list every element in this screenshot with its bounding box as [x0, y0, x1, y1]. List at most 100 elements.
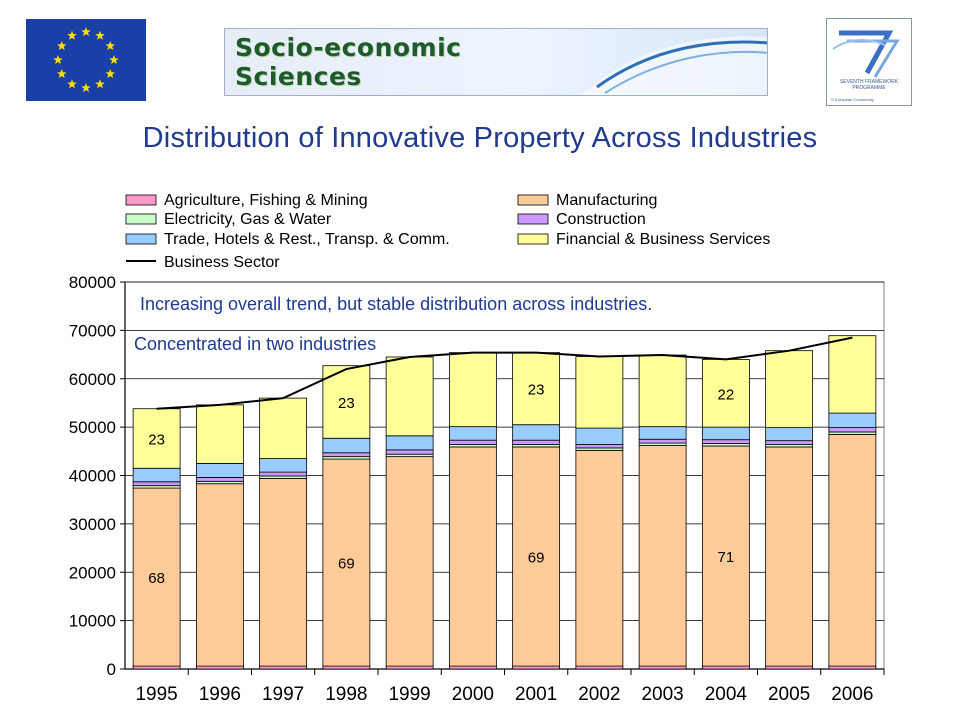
- eu-star-icon: [95, 79, 105, 89]
- bar-segment-financial: [828, 335, 877, 414]
- y-tick-label: 40000: [69, 467, 116, 486]
- bar-segment-trade: [132, 467, 181, 483]
- bar-segment-construction: [448, 439, 497, 445]
- x-tick-label: 2006: [831, 684, 873, 705]
- x-tick-label: 2001: [515, 684, 557, 705]
- legend-label-financial: Financial & Business Services: [556, 231, 770, 248]
- x-tick-label: 2002: [578, 684, 620, 705]
- y-tick-label: 80000: [69, 273, 116, 292]
- bar-segment-trade: [448, 426, 497, 441]
- bar-segment-agri: [701, 665, 750, 670]
- x-tick-label: 1995: [135, 684, 177, 705]
- bar-segment-construction: [638, 438, 687, 444]
- data-label: 22: [718, 386, 735, 403]
- x-tick-label: 2004: [705, 684, 748, 705]
- bar-segment-manufacturing: [765, 446, 814, 667]
- data-label: 23: [528, 382, 545, 399]
- bar-segment-financial: [638, 354, 687, 428]
- bar-segment-agri: [512, 665, 561, 670]
- bar-segment-trade: [575, 427, 624, 445]
- x-tick-label: 2000: [452, 684, 494, 705]
- y-tick-label: 20000: [69, 563, 116, 582]
- annotation-concentrated: Concentrated in two industries: [134, 334, 376, 354]
- data-label: 69: [338, 556, 355, 573]
- bar-segment-construction: [575, 444, 624, 449]
- legend-swatch-electricity: [125, 213, 157, 225]
- bar-segment-financial: [575, 356, 624, 429]
- bar-segment-agri: [448, 665, 497, 670]
- legend-label-business-sector: Business Sector: [164, 254, 280, 271]
- bar-segment-financial: [701, 358, 750, 428]
- bar-segment-agri: [575, 665, 624, 670]
- x-tick-label: 1998: [325, 684, 367, 705]
- y-tick-label: 70000: [69, 321, 116, 340]
- bar-segment-trade: [638, 426, 687, 440]
- legend-label-agri: Agriculture, Fishing & Mining: [164, 192, 368, 209]
- bar-segment-manufacturing: [259, 477, 308, 667]
- bar-segment-trade: [828, 412, 877, 429]
- bar-segment-financial: [322, 365, 371, 439]
- bar-segment-construction: [195, 477, 244, 482]
- page-title: Distribution of Innovative Property Acro…: [142, 122, 818, 154]
- bar-segment-financial: [385, 356, 434, 437]
- fp7-mark-icon: [832, 30, 900, 78]
- annotation-trend: Increasing overall trend, but stable dis…: [140, 294, 652, 314]
- bar-segment-manufacturing: [701, 445, 750, 667]
- eu-star-icon: [67, 30, 77, 40]
- bar-segment-trade: [195, 463, 244, 478]
- eu-star-icon: [67, 79, 77, 89]
- bar-segment-construction: [512, 439, 561, 445]
- fp7-logo: SEVENTH FRAMEWORK PROGRAMME © European C…: [826, 18, 912, 106]
- bar-segment-trade: [765, 427, 814, 442]
- bar-segment-manufacturing: [575, 449, 624, 667]
- bar-segment-manufacturing: [448, 446, 497, 667]
- legend-label-electricity: Electricity, Gas & Water: [164, 211, 332, 228]
- banner-text: Socio-economic Sciences and Humanities: [235, 33, 463, 95]
- bar-segment-agri: [828, 665, 877, 670]
- bar-segment-manufacturing: [828, 433, 877, 667]
- eu-flag-logo: [26, 19, 146, 101]
- fp7-caption: SEVENTH FRAMEWORK PROGRAMME: [839, 79, 899, 91]
- legend-label-manufacturing: Manufacturing: [556, 192, 657, 209]
- eu-star-icon: [81, 83, 91, 93]
- bar-segment-agri: [259, 665, 308, 670]
- bar-segment-construction: [828, 427, 877, 433]
- x-tick-label: 1997: [262, 684, 304, 705]
- bar-segment-financial: [195, 404, 244, 464]
- x-tick-label: 1996: [199, 684, 241, 705]
- bar-segment-construction: [765, 440, 814, 445]
- eu-stars: [53, 27, 119, 93]
- x-tick-label: 1999: [388, 684, 430, 705]
- bar-segment-construction: [385, 449, 434, 455]
- y-tick-label: 60000: [69, 370, 116, 389]
- bar-segment-construction: [322, 452, 371, 458]
- bar-segment-financial: [765, 350, 814, 429]
- y-tick-label: 30000: [69, 515, 116, 534]
- bar-segment-agri: [132, 665, 181, 670]
- bar-segment-manufacturing: [385, 456, 434, 667]
- bar-segment-trade: [512, 424, 561, 441]
- data-label: 68: [148, 570, 165, 587]
- y-tick-label: 0: [107, 660, 116, 679]
- legend-swatch-trade: [125, 233, 157, 245]
- bar-segment-construction: [132, 481, 181, 487]
- bar-segment-agri: [195, 665, 244, 670]
- x-tick-label: 2005: [768, 684, 810, 705]
- bar-segment-trade: [385, 435, 434, 451]
- eu-star-icon: [95, 30, 105, 40]
- business-sector-line: [156, 336, 853, 410]
- banner-swoosh: [578, 36, 767, 95]
- bar-segment-financial: [259, 397, 308, 459]
- legend-swatch-construction: [517, 213, 549, 225]
- data-label: 69: [528, 550, 545, 567]
- ssh-banner-logo: Socio-economic Sciences and Humanities: [224, 28, 768, 96]
- bar-segment-trade: [259, 458, 308, 473]
- bar-segment-financial: [512, 352, 561, 426]
- fp7-copyright: © European Community: [831, 97, 874, 102]
- x-tick-label: 2003: [641, 684, 683, 705]
- bar-segment-manufacturing: [512, 446, 561, 667]
- data-label: 23: [338, 395, 355, 412]
- bar-segment-construction: [259, 471, 308, 477]
- data-label: 23: [148, 431, 165, 448]
